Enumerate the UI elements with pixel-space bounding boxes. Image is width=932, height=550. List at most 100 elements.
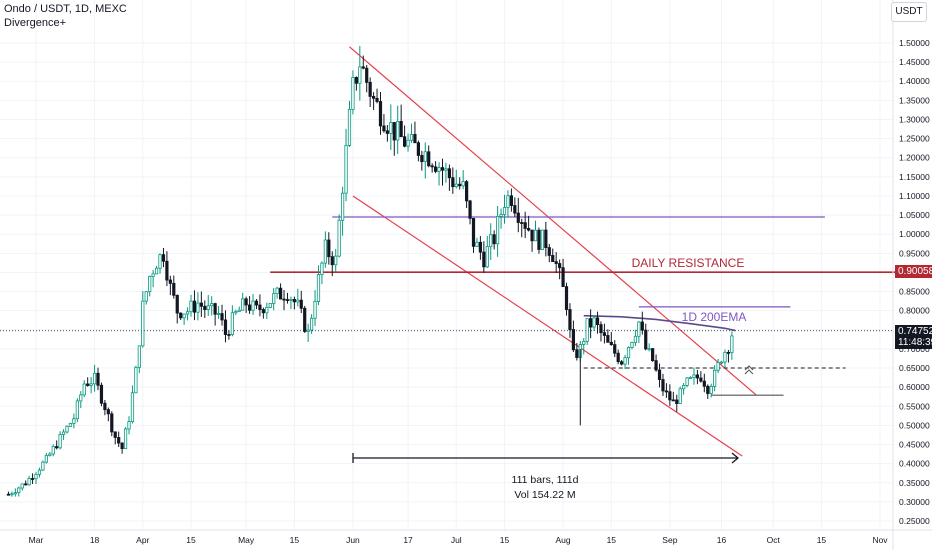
y-tick-label: 0.40000 <box>899 459 930 469</box>
candle <box>657 363 662 388</box>
candle <box>55 440 59 450</box>
candle-body <box>661 379 665 392</box>
candle <box>599 321 603 342</box>
symbol-title[interactable]: Ondo / USDT, 1D, MEXC <box>4 3 127 15</box>
y-tick-label: 0.95000 <box>899 248 930 258</box>
candle <box>533 220 538 242</box>
candle-body <box>461 181 465 187</box>
candle <box>375 88 379 104</box>
y-tick-label: 1.50000 <box>899 38 930 48</box>
candle <box>172 275 176 299</box>
candle <box>247 296 252 314</box>
candle <box>306 323 310 342</box>
candle-body <box>316 274 321 302</box>
candle <box>544 221 548 257</box>
candle <box>416 140 420 162</box>
candle <box>368 77 372 107</box>
candle <box>434 161 438 174</box>
y-tick-label: 1.35000 <box>899 95 930 105</box>
candle-body <box>117 437 121 444</box>
ema-label: 1D 200EMA <box>682 310 747 324</box>
candle <box>275 286 279 299</box>
candle <box>520 218 524 238</box>
candle <box>251 293 255 315</box>
candle-body <box>654 360 658 371</box>
candle-body <box>406 139 410 147</box>
candle <box>465 179 469 209</box>
candle-body <box>189 300 193 313</box>
candle <box>330 251 334 277</box>
candle <box>651 347 655 362</box>
candle <box>327 232 331 265</box>
candle-body <box>113 431 117 438</box>
candle <box>726 349 731 363</box>
candle <box>709 383 713 398</box>
candle-body <box>106 409 110 415</box>
candle <box>371 92 376 111</box>
candle <box>230 305 234 337</box>
candle-body <box>730 335 734 354</box>
candle-body <box>275 287 279 295</box>
candle-body <box>265 307 269 314</box>
candle-body <box>709 386 713 394</box>
candle <box>199 291 203 317</box>
candle-body <box>378 101 383 127</box>
candle <box>309 314 314 334</box>
candle <box>285 292 290 304</box>
candle <box>296 288 300 307</box>
candle-body <box>647 348 651 351</box>
candle <box>461 170 465 190</box>
candle <box>361 55 365 70</box>
range-volume-text: Vol 154.22 M <box>514 489 575 501</box>
candle-body <box>261 309 265 314</box>
currency-button[interactable]: USDT <box>891 2 927 22</box>
candle-body <box>368 81 372 97</box>
y-tick-label: 1.20000 <box>899 153 930 163</box>
candle <box>261 307 265 319</box>
x-tick-label: Nov <box>872 535 888 545</box>
y-tick-label: 1.15000 <box>899 172 930 182</box>
candle <box>175 294 179 324</box>
candle-body <box>144 291 148 302</box>
candle <box>86 377 90 387</box>
candle-body <box>192 300 197 313</box>
x-tick-label: 16 <box>717 535 727 545</box>
candle <box>644 323 648 351</box>
indicator-name[interactable]: Divergence+ <box>4 17 67 29</box>
candle <box>347 100 352 148</box>
candle-body <box>465 181 469 202</box>
candle <box>334 248 338 272</box>
candle <box>389 104 393 150</box>
candle <box>365 64 369 93</box>
candle <box>82 380 86 398</box>
candle-body <box>427 151 431 167</box>
candle <box>509 188 514 212</box>
candle <box>585 318 589 345</box>
candle <box>688 376 693 379</box>
candle <box>227 330 231 340</box>
time-axis[interactable]: Mar 18 Apr 15 May 15 Jun 17 Jul 15 Aug 15 Sep 16 Oct 15… <box>0 529 932 545</box>
candle-body <box>613 344 617 354</box>
candle <box>385 125 389 142</box>
candle <box>151 269 155 288</box>
candle-body <box>471 217 476 247</box>
candle <box>609 332 613 346</box>
candle <box>37 467 42 478</box>
candle-body <box>344 144 348 194</box>
candle <box>192 290 197 321</box>
candle <box>6 491 11 496</box>
y-tick-label: 0.85000 <box>899 287 930 297</box>
candle-body <box>623 357 627 365</box>
candle <box>92 364 97 392</box>
candle <box>161 247 166 268</box>
candle <box>392 122 396 156</box>
candle <box>551 248 555 263</box>
candle-body <box>313 301 317 319</box>
candle <box>713 365 717 392</box>
candle-body <box>58 434 62 449</box>
candle <box>30 473 35 484</box>
candle-body <box>151 273 155 277</box>
candle <box>65 425 69 434</box>
y-tick-label: 0.50000 <box>899 420 930 430</box>
